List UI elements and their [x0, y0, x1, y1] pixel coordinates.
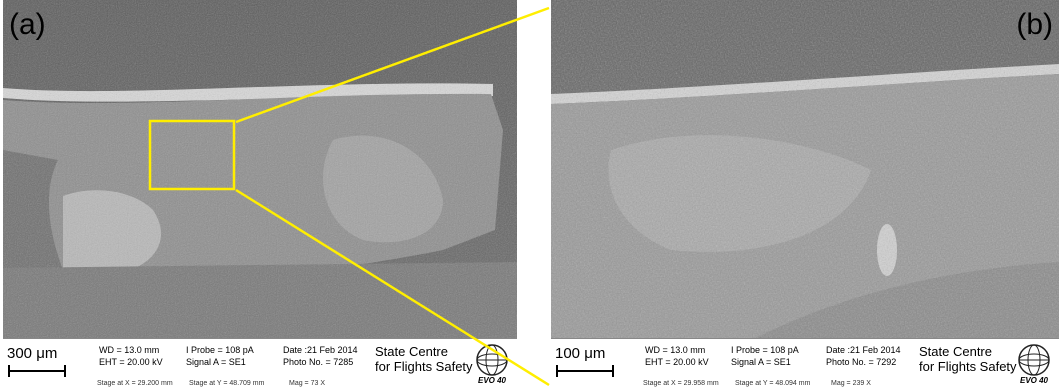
wd-eht-column: WD = 13.0 mm EHT = 20.00 kV — [99, 344, 163, 368]
photo-number: Photo No. = 7285 — [283, 357, 354, 367]
signal-type: Signal A = SE1 — [186, 357, 246, 367]
evo-logo-icon: EVO 40 — [1018, 344, 1050, 385]
photo-number: Photo No. = 7292 — [826, 357, 897, 367]
evo-logo-icon: EVO 40 — [476, 344, 508, 385]
org-line-1: State Centre — [919, 344, 992, 359]
org-line-2: for Flights Safety — [375, 359, 473, 374]
org-line-1: State Centre — [375, 344, 448, 359]
panel-label-b: (b) — [1016, 8, 1053, 41]
sem-databar-b: 100 μm WD = 13.0 mm EHT = 20.00 kV I Pro… — [551, 338, 1059, 389]
zoom-region-box — [148, 119, 236, 191]
stage-y: Stage at Y = 48.094 mm — [735, 380, 811, 387]
probe-current: I Probe = 108 pA — [731, 345, 799, 355]
eht-voltage: EHT = 20.00 kV — [645, 357, 709, 367]
stage-y: Stage at Y = 48.709 mm — [189, 380, 265, 387]
scale-bar-a: 300 μm — [7, 345, 67, 377]
magnification: Mag = 73 X — [289, 380, 325, 387]
sem-micrograph-b — [551, 0, 1059, 340]
working-distance: WD = 13.0 mm — [99, 345, 160, 355]
eht-voltage: EHT = 20.00 kV — [99, 357, 163, 367]
sem-micrograph-a — [3, 0, 517, 340]
date-photo-column: Date :21 Feb 2014 Photo No. = 7285 — [283, 344, 358, 368]
probe-current: I Probe = 108 pA — [186, 345, 254, 355]
working-distance: WD = 13.0 mm — [645, 345, 706, 355]
sem-databar-a: 300 μm WD = 13.0 mm EHT = 20.00 kV I Pro… — [3, 338, 517, 389]
capture-date: Date :21 Feb 2014 — [283, 345, 358, 355]
organization-name: State Centre for Flights Safety — [375, 344, 473, 374]
panel-label-a: (a) — [9, 8, 46, 41]
date-photo-column: Date :21 Feb 2014 Photo No. = 7292 — [826, 344, 901, 368]
sem-image-panel-a: (a) 300 μm WD = 13.0 mm EHT = 20.00 kV I… — [3, 0, 517, 389]
stage-x: Stage at X = 29.958 mm — [643, 380, 719, 387]
scale-bar-line — [8, 365, 66, 377]
probe-signal-column: I Probe = 108 pA Signal A = SE1 — [731, 344, 799, 368]
scale-bar-label: 300 μm — [7, 345, 58, 362]
sem-image-panel-b: (b) 100 μm WD = 13.0 mm EHT = 20.00 kV I… — [551, 0, 1059, 389]
organization-name: State Centre for Flights Safety — [919, 344, 1017, 374]
signal-type: Signal A = SE1 — [731, 357, 791, 367]
scale-bar-label: 100 μm — [555, 345, 606, 362]
stage-x: Stage at X = 29.200 mm — [97, 380, 173, 387]
probe-signal-column: I Probe = 108 pA Signal A = SE1 — [186, 344, 254, 368]
logo-text: EVO 40 — [478, 376, 507, 385]
wd-eht-column: WD = 13.0 mm EHT = 20.00 kV — [645, 344, 709, 368]
org-line-2: for Flights Safety — [919, 359, 1017, 374]
magnification: Mag = 239 X — [831, 380, 871, 387]
scale-bar-b: 100 μm — [555, 345, 615, 377]
capture-date: Date :21 Feb 2014 — [826, 345, 901, 355]
logo-text: EVO 40 — [1020, 376, 1049, 385]
scale-bar-line — [556, 365, 614, 377]
